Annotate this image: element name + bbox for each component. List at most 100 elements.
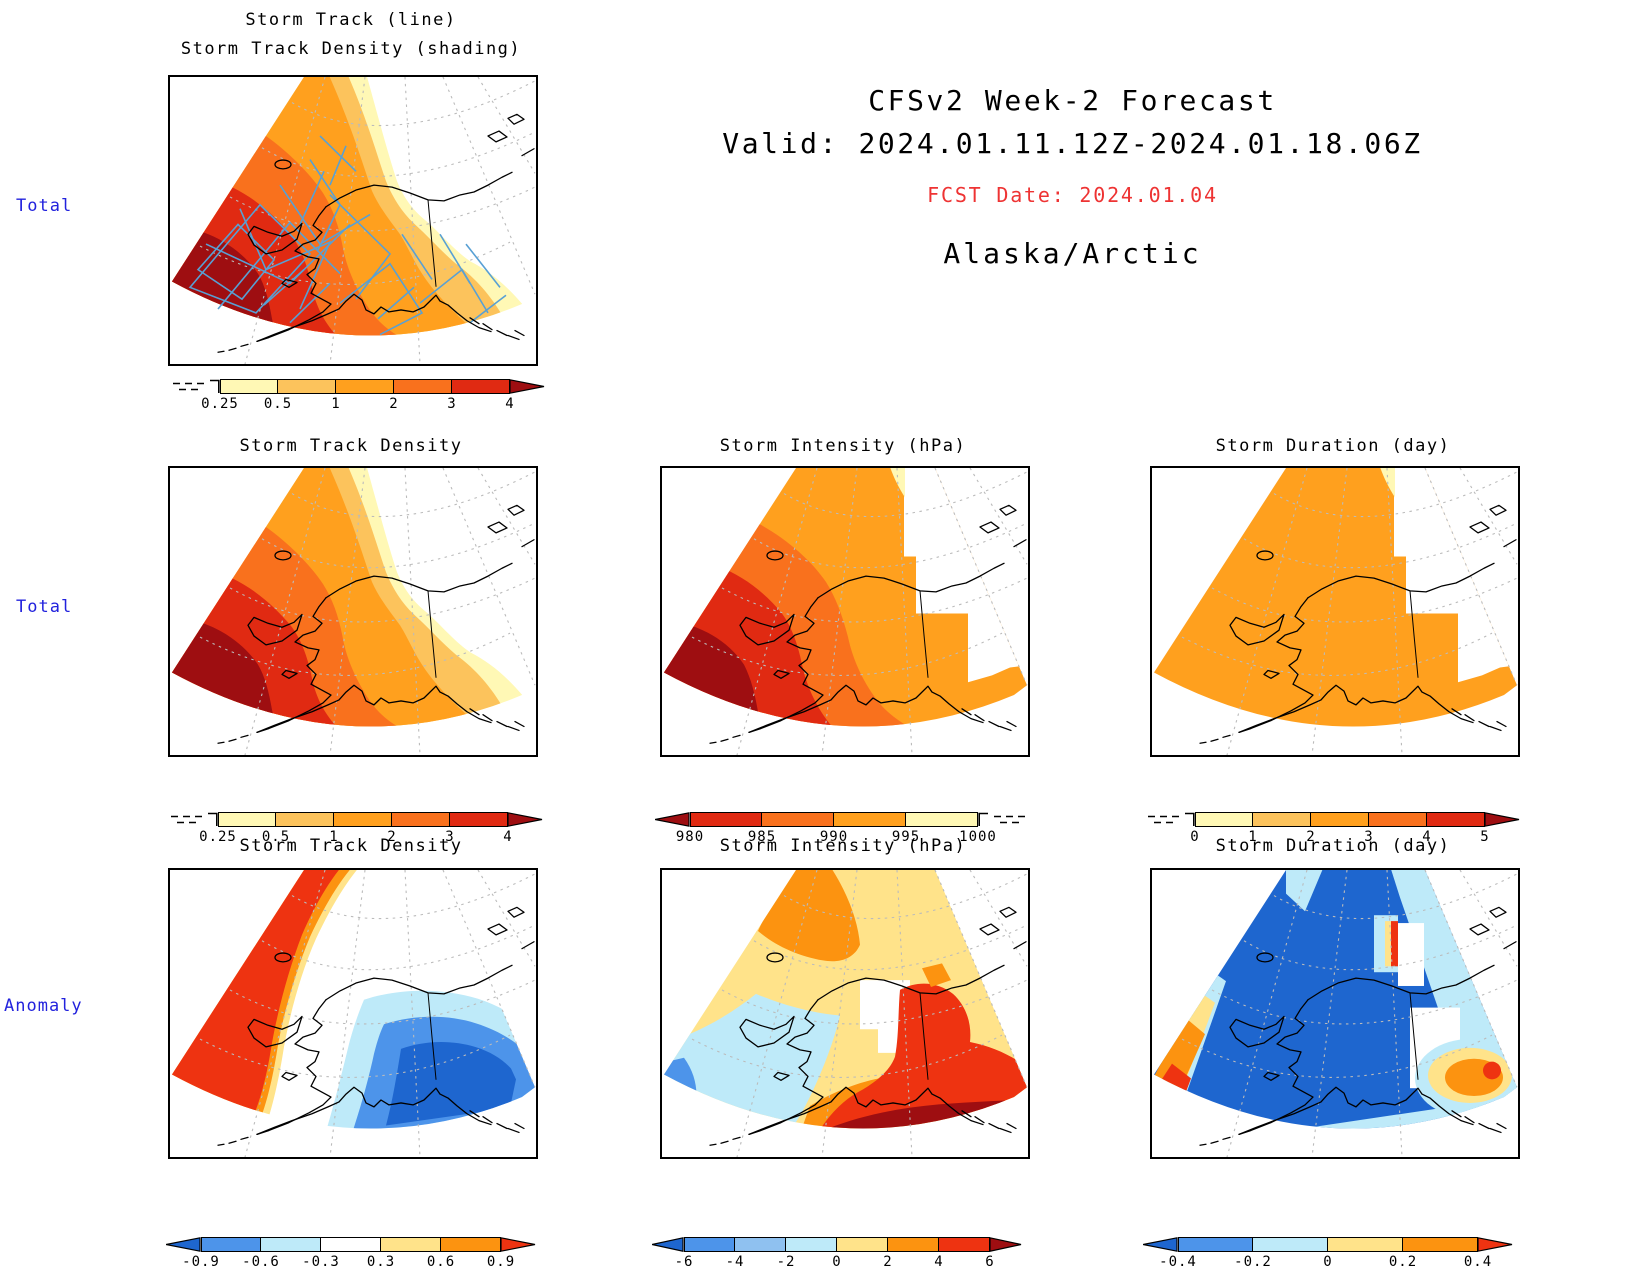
panel1-title-line2: Storm Track Density (shading) [180, 39, 522, 59]
colorbar-tick: 2 [1306, 829, 1316, 845]
below-range-dashes [1148, 812, 1195, 826]
colorbar-segment [834, 812, 906, 827]
colorbar-tick: 0.25 [201, 396, 239, 412]
colorbar-tick: 2 [387, 829, 397, 845]
colorbar-tick: 2 [883, 1254, 893, 1270]
colorbar-tick: 985 [747, 829, 777, 845]
colorbar-tick: 0 [1190, 829, 1200, 845]
colorbar-tick: 3 [1364, 829, 1374, 845]
colorbar-segment [684, 1237, 735, 1252]
colorbar-tick: 2 [389, 396, 399, 412]
colorbar-segment [888, 1237, 939, 1252]
colorbar-tick: 5 [1480, 829, 1490, 845]
row-label-total-1: Total [16, 196, 73, 216]
shading-layers [664, 870, 1027, 1129]
colorbar-tick: 1 [331, 396, 341, 412]
colorbar-tick: 0.4 [1463, 1254, 1493, 1270]
colorbar-density-anomaly: -0.9 -0.6 -0.3 0.3 0.6 0.9 [166, 1237, 541, 1275]
colorbar-segment [220, 379, 278, 394]
colorbar-tick: 0.5 [263, 396, 293, 412]
colorbar-tick: 0.9 [486, 1254, 516, 1270]
colorbar-tick: -2 [776, 1254, 796, 1270]
valid-period: Valid: 2024.01.11.12Z-2024.01.18.06Z [722, 127, 1423, 160]
figure-title: CFSv2 Week-2 Forecast [868, 84, 1277, 117]
colorbar-segment [690, 812, 762, 827]
map-storm-track-density-anomaly [168, 868, 538, 1159]
below-range-dashes [171, 812, 218, 826]
colorbar-segment [1253, 1237, 1328, 1252]
colorbar-segment [261, 1237, 321, 1252]
panel6-title: Storm Intensity (hPa) [719, 836, 967, 856]
colorbar-tick: 3 [447, 396, 457, 412]
colorbar-tick: 6 [985, 1254, 995, 1270]
below-range-arrow [1143, 1237, 1178, 1252]
colorbar-segment [1369, 812, 1427, 827]
below-range-arrow [652, 1237, 684, 1252]
map-storm-duration-total [1150, 466, 1520, 757]
colorbar-tick: 990 [819, 829, 849, 845]
colorbar-tick: -6 [674, 1254, 694, 1270]
map-storm-track-density-total-with-tracks [168, 75, 538, 366]
colorbar-tick: 3 [445, 829, 455, 845]
colorbar-tick: 4 [1422, 829, 1432, 845]
colorbar-tick: 1000 [959, 829, 997, 845]
map-storm-duration-anomaly [1150, 868, 1520, 1159]
colorbar-segment [735, 1237, 786, 1252]
colorbar-segment [837, 1237, 888, 1252]
colorbar-tick: 1 [1248, 829, 1258, 845]
colorbar-tick: -0.3 [302, 1254, 340, 1270]
below-range-dashes [173, 379, 220, 393]
region-label: Alaska/Arctic [943, 237, 1202, 270]
shading-layers [1154, 468, 1517, 727]
map-storm-intensity-total [660, 466, 1030, 757]
colorbar-tick: -0.4 [1159, 1254, 1197, 1270]
above-range-arrow [501, 1237, 536, 1252]
colorbar-tick: 0.2 [1388, 1254, 1418, 1270]
panel2-title: Storm Track Density [239, 436, 463, 456]
storm-track-lines [188, 135, 507, 336]
colorbar-tick: 0 [1323, 1254, 1333, 1270]
colorbar-tick: 0.6 [426, 1254, 456, 1270]
row-label-anomaly: Anomaly [4, 996, 83, 1016]
shading-layers [1154, 870, 1517, 1129]
colorbar-tick: 0.25 [199, 829, 237, 845]
map-storm-intensity-anomaly [660, 868, 1030, 1159]
colorbar-intensity-anomaly: -6 -4 -2 0 2 4 6 [652, 1237, 1027, 1275]
colorbar-segment [1195, 812, 1253, 827]
colorbar-segment [906, 812, 978, 827]
row-label-total-2: Total [16, 597, 73, 617]
colorbar-intensity-total: 980 985 990 995 1000 [655, 812, 1030, 852]
colorbar-segment [334, 812, 392, 827]
below-range-arrow [166, 1237, 201, 1252]
colorbar-segment [1328, 1237, 1403, 1252]
panel7-title: Storm Duration (day) [1215, 836, 1451, 856]
colorbar-segment [392, 812, 450, 827]
colorbar-tick: 4 [934, 1254, 944, 1270]
above-range-arrow [510, 379, 545, 394]
colorbar-duration-anomaly: -0.4 -0.2 0 0.2 0.4 [1143, 1237, 1518, 1275]
colorbar-segment [336, 379, 394, 394]
colorbar-tick: -0.9 [182, 1254, 220, 1270]
shading-layers [172, 870, 535, 1129]
colorbar-duration-total: 0 1 2 3 4 5 [1145, 812, 1520, 852]
above-range-arrow [508, 812, 543, 827]
colorbar-segment [1178, 1237, 1253, 1252]
colorbar-tick: 0.5 [261, 829, 291, 845]
colorbar-tick: 0.3 [366, 1254, 396, 1270]
above-range-arrow [1478, 1237, 1513, 1252]
panel3-title: Storm Intensity (hPa) [719, 436, 967, 456]
colorbar-tick: 995 [891, 829, 921, 845]
colorbar-segment [1253, 812, 1311, 827]
colorbar-tick: -0.6 [242, 1254, 280, 1270]
map-storm-track-density-total [168, 466, 538, 757]
shading-layers [664, 468, 1027, 727]
colorbar-segment [278, 379, 336, 394]
colorbar-segment [381, 1237, 441, 1252]
colorbar-tick: 4 [503, 829, 513, 845]
colorbar-segment [218, 812, 276, 827]
colorbar-segment [786, 1237, 837, 1252]
colorbar-segment [276, 812, 334, 827]
forecast-date: FCST Date: 2024.01.04 [927, 183, 1218, 207]
colorbar-tick: 1 [329, 829, 339, 845]
